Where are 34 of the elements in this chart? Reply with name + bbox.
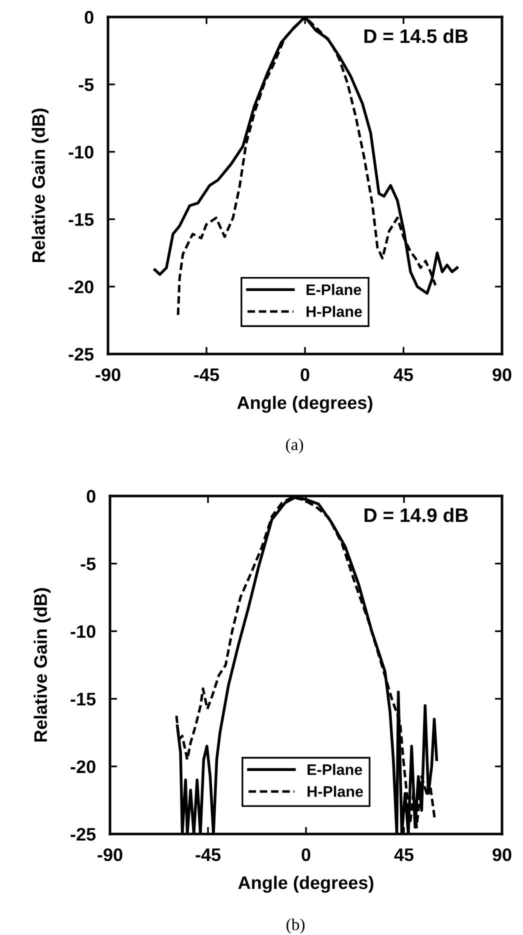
x-tick-label: -90 — [98, 848, 122, 862]
annotation: D = 14.9 dB — [364, 508, 468, 522]
x-tick-label: -45 — [194, 368, 220, 382]
y-tick-label: -20 — [70, 760, 96, 774]
y-tick-label: -10 — [68, 146, 94, 159]
x-tick-label: 0 — [300, 368, 310, 382]
y-tick-label: 0 — [84, 10, 94, 24]
x-tick-label: 45 — [394, 848, 414, 862]
y-tick-label: -10 — [70, 625, 96, 638]
x-tick-label: 45 — [394, 368, 414, 382]
x-axis-title: Angle (degrees) — [238, 876, 374, 893]
x-tick-label: 90 — [492, 848, 512, 862]
text: (b) — [286, 918, 305, 934]
y-tick-label: -5 — [78, 78, 94, 92]
text: (a) — [286, 438, 304, 454]
x-axis-title: Angle (degrees) — [237, 396, 372, 413]
legend-label: H-Plane — [308, 786, 363, 797]
x-tick-label: 90 — [492, 368, 512, 382]
y-tick-label: -15 — [70, 692, 96, 706]
x-tick-label: -45 — [196, 848, 221, 862]
y-tick-label: -15 — [68, 213, 94, 226]
legend-label: E-Plane — [308, 764, 362, 776]
y-tick-label: -25 — [70, 828, 96, 841]
y-axis-title: Relative Gain (dB) — [34, 588, 51, 742]
y-axis-title: Relative Gain (dB) — [32, 108, 49, 262]
legend-label: H-Plane — [306, 306, 362, 318]
legend-label: E-Plane — [306, 284, 362, 296]
annotation: D = 14.5 dB — [364, 28, 468, 44]
y-tick-label: -20 — [68, 280, 94, 294]
y-tick-label: -5 — [80, 558, 96, 570]
y-tick-label: -25 — [68, 348, 94, 361]
x-tick-label: -90 — [96, 368, 120, 382]
x-tick-label: 0 — [302, 848, 310, 862]
y-tick-label: 0 — [86, 490, 96, 503]
